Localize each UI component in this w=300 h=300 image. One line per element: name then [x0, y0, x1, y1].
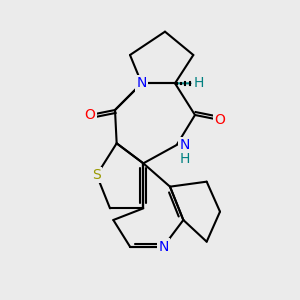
- Text: O: O: [214, 113, 225, 127]
- Text: H: H: [194, 76, 204, 90]
- Text: N: N: [158, 240, 169, 254]
- Text: N: N: [180, 138, 190, 152]
- Text: N: N: [136, 76, 147, 90]
- Text: O: O: [85, 108, 95, 122]
- Text: H: H: [180, 152, 190, 166]
- Text: S: S: [92, 168, 101, 182]
